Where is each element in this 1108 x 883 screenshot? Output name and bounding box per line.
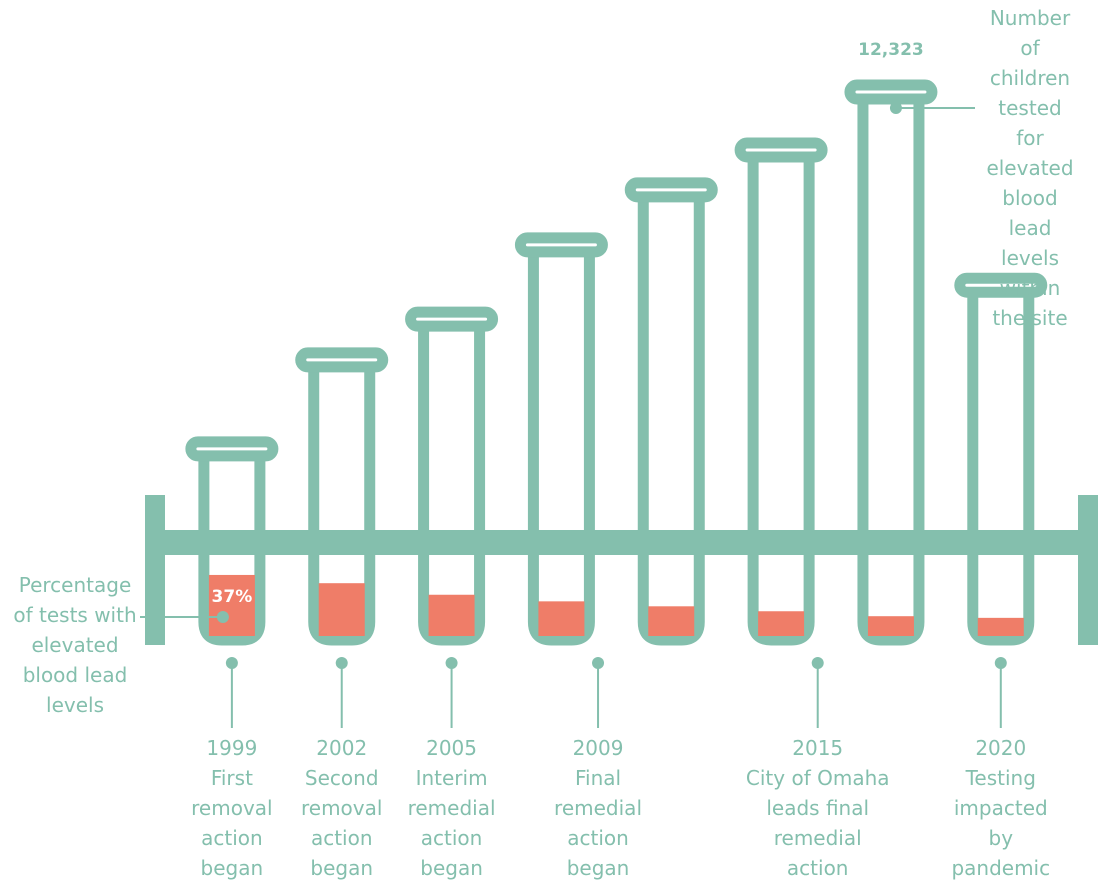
tube-rim	[844, 79, 938, 105]
event-text: Interim remedial action began	[407, 766, 496, 880]
lead-fill	[758, 611, 805, 636]
tube-body	[967, 291, 1035, 646]
event-text: City of Omaha leads final remedial actio…	[745, 766, 890, 880]
tube-body	[857, 98, 925, 646]
series-annotation: Number of children tested for elevated b…	[986, 6, 1074, 330]
tube-rim	[954, 272, 1048, 298]
callout-dot	[216, 611, 229, 623]
test-tube	[405, 306, 499, 646]
test-tube	[295, 347, 389, 646]
tube-body	[637, 195, 705, 646]
lead-fill	[648, 606, 695, 636]
event-year: 2002	[316, 736, 368, 760]
tube-rim	[185, 436, 279, 462]
tube-body	[527, 250, 595, 646]
test-tube	[844, 79, 938, 646]
event-text: Testing impacted by pandemic	[951, 766, 1051, 880]
lead-fill	[208, 574, 255, 636]
tube-rim	[405, 306, 499, 332]
timeline-post	[1078, 495, 1098, 645]
callout-dot	[889, 102, 902, 114]
test-tube	[624, 177, 718, 646]
percent-label: 37%	[212, 587, 253, 607]
event-text: First removal action began	[191, 766, 273, 880]
count-label: 12,323	[858, 40, 924, 60]
timeline-bar	[145, 530, 1095, 555]
series-annotation: Percentage of tests with elevated blood …	[13, 573, 137, 717]
timeline-post	[145, 495, 165, 645]
event-year: 2015	[792, 736, 844, 760]
event-year: 2009	[572, 736, 624, 760]
lead-fill	[428, 594, 475, 636]
tube-body	[418, 325, 486, 646]
event-year: 2020	[975, 736, 1027, 760]
event-text: Final remedial action began	[554, 766, 643, 880]
test-tube	[514, 232, 608, 646]
tube-rim	[624, 177, 718, 203]
tube-body	[308, 365, 376, 646]
tube-rim	[514, 232, 608, 258]
lead-fill	[318, 583, 365, 636]
tube-rim	[734, 137, 828, 163]
lead-fill	[977, 617, 1024, 636]
lead-fill	[538, 601, 585, 636]
event-year: 1999	[206, 736, 258, 760]
tube-body	[747, 155, 815, 646]
test-tube	[734, 137, 828, 646]
event-text: Second removal action began	[300, 766, 383, 880]
tube-rim	[295, 347, 389, 373]
lead-fill	[867, 616, 914, 636]
event-year: 2005	[426, 736, 478, 760]
